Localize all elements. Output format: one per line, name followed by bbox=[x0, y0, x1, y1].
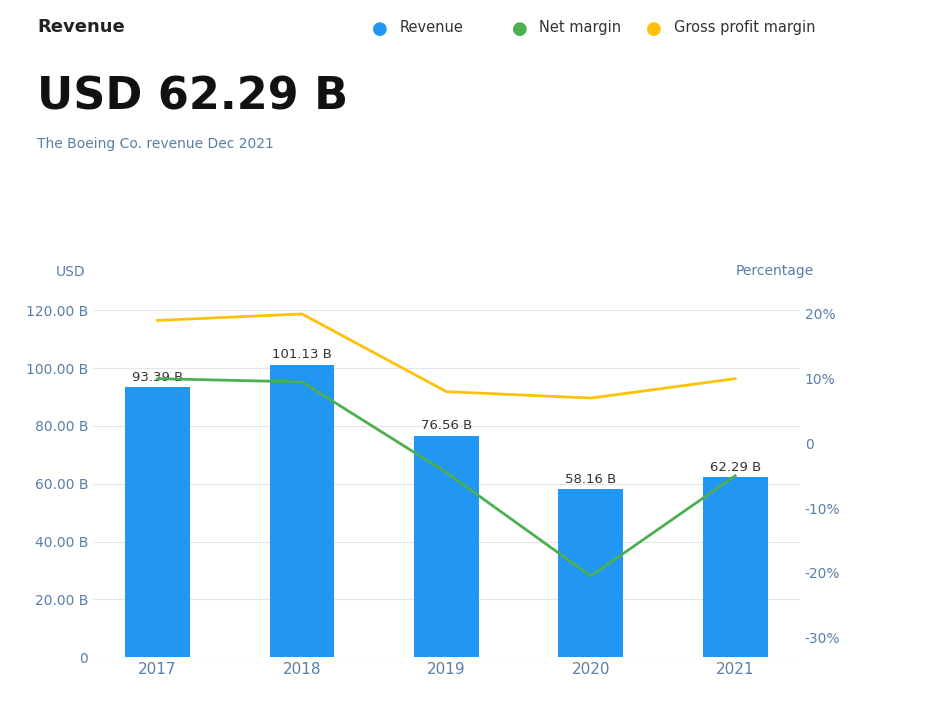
Text: ●: ● bbox=[646, 20, 662, 38]
Text: ●: ● bbox=[372, 20, 388, 38]
Text: Revenue: Revenue bbox=[37, 18, 125, 36]
Text: Revenue: Revenue bbox=[400, 20, 464, 35]
Text: The Boeing Co. revenue Dec 2021: The Boeing Co. revenue Dec 2021 bbox=[37, 137, 274, 151]
Bar bbox=[414, 436, 479, 657]
Bar bbox=[270, 365, 335, 657]
Text: 62.29 B: 62.29 B bbox=[710, 461, 761, 474]
Text: 76.56 B: 76.56 B bbox=[420, 419, 472, 432]
Text: Gross profit margin: Gross profit margin bbox=[674, 20, 816, 35]
Text: USD: USD bbox=[56, 265, 86, 279]
Text: Percentage: Percentage bbox=[736, 264, 814, 278]
Bar bbox=[558, 489, 623, 657]
Text: USD 62.29 B: USD 62.29 B bbox=[37, 76, 349, 119]
Bar bbox=[126, 387, 190, 657]
Bar bbox=[703, 477, 767, 657]
Text: 93.39 B: 93.39 B bbox=[132, 371, 183, 384]
Text: Net margin: Net margin bbox=[539, 20, 621, 35]
Text: ●: ● bbox=[512, 20, 527, 38]
Text: 101.13 B: 101.13 B bbox=[272, 349, 332, 362]
Text: 58.16 B: 58.16 B bbox=[565, 473, 617, 486]
